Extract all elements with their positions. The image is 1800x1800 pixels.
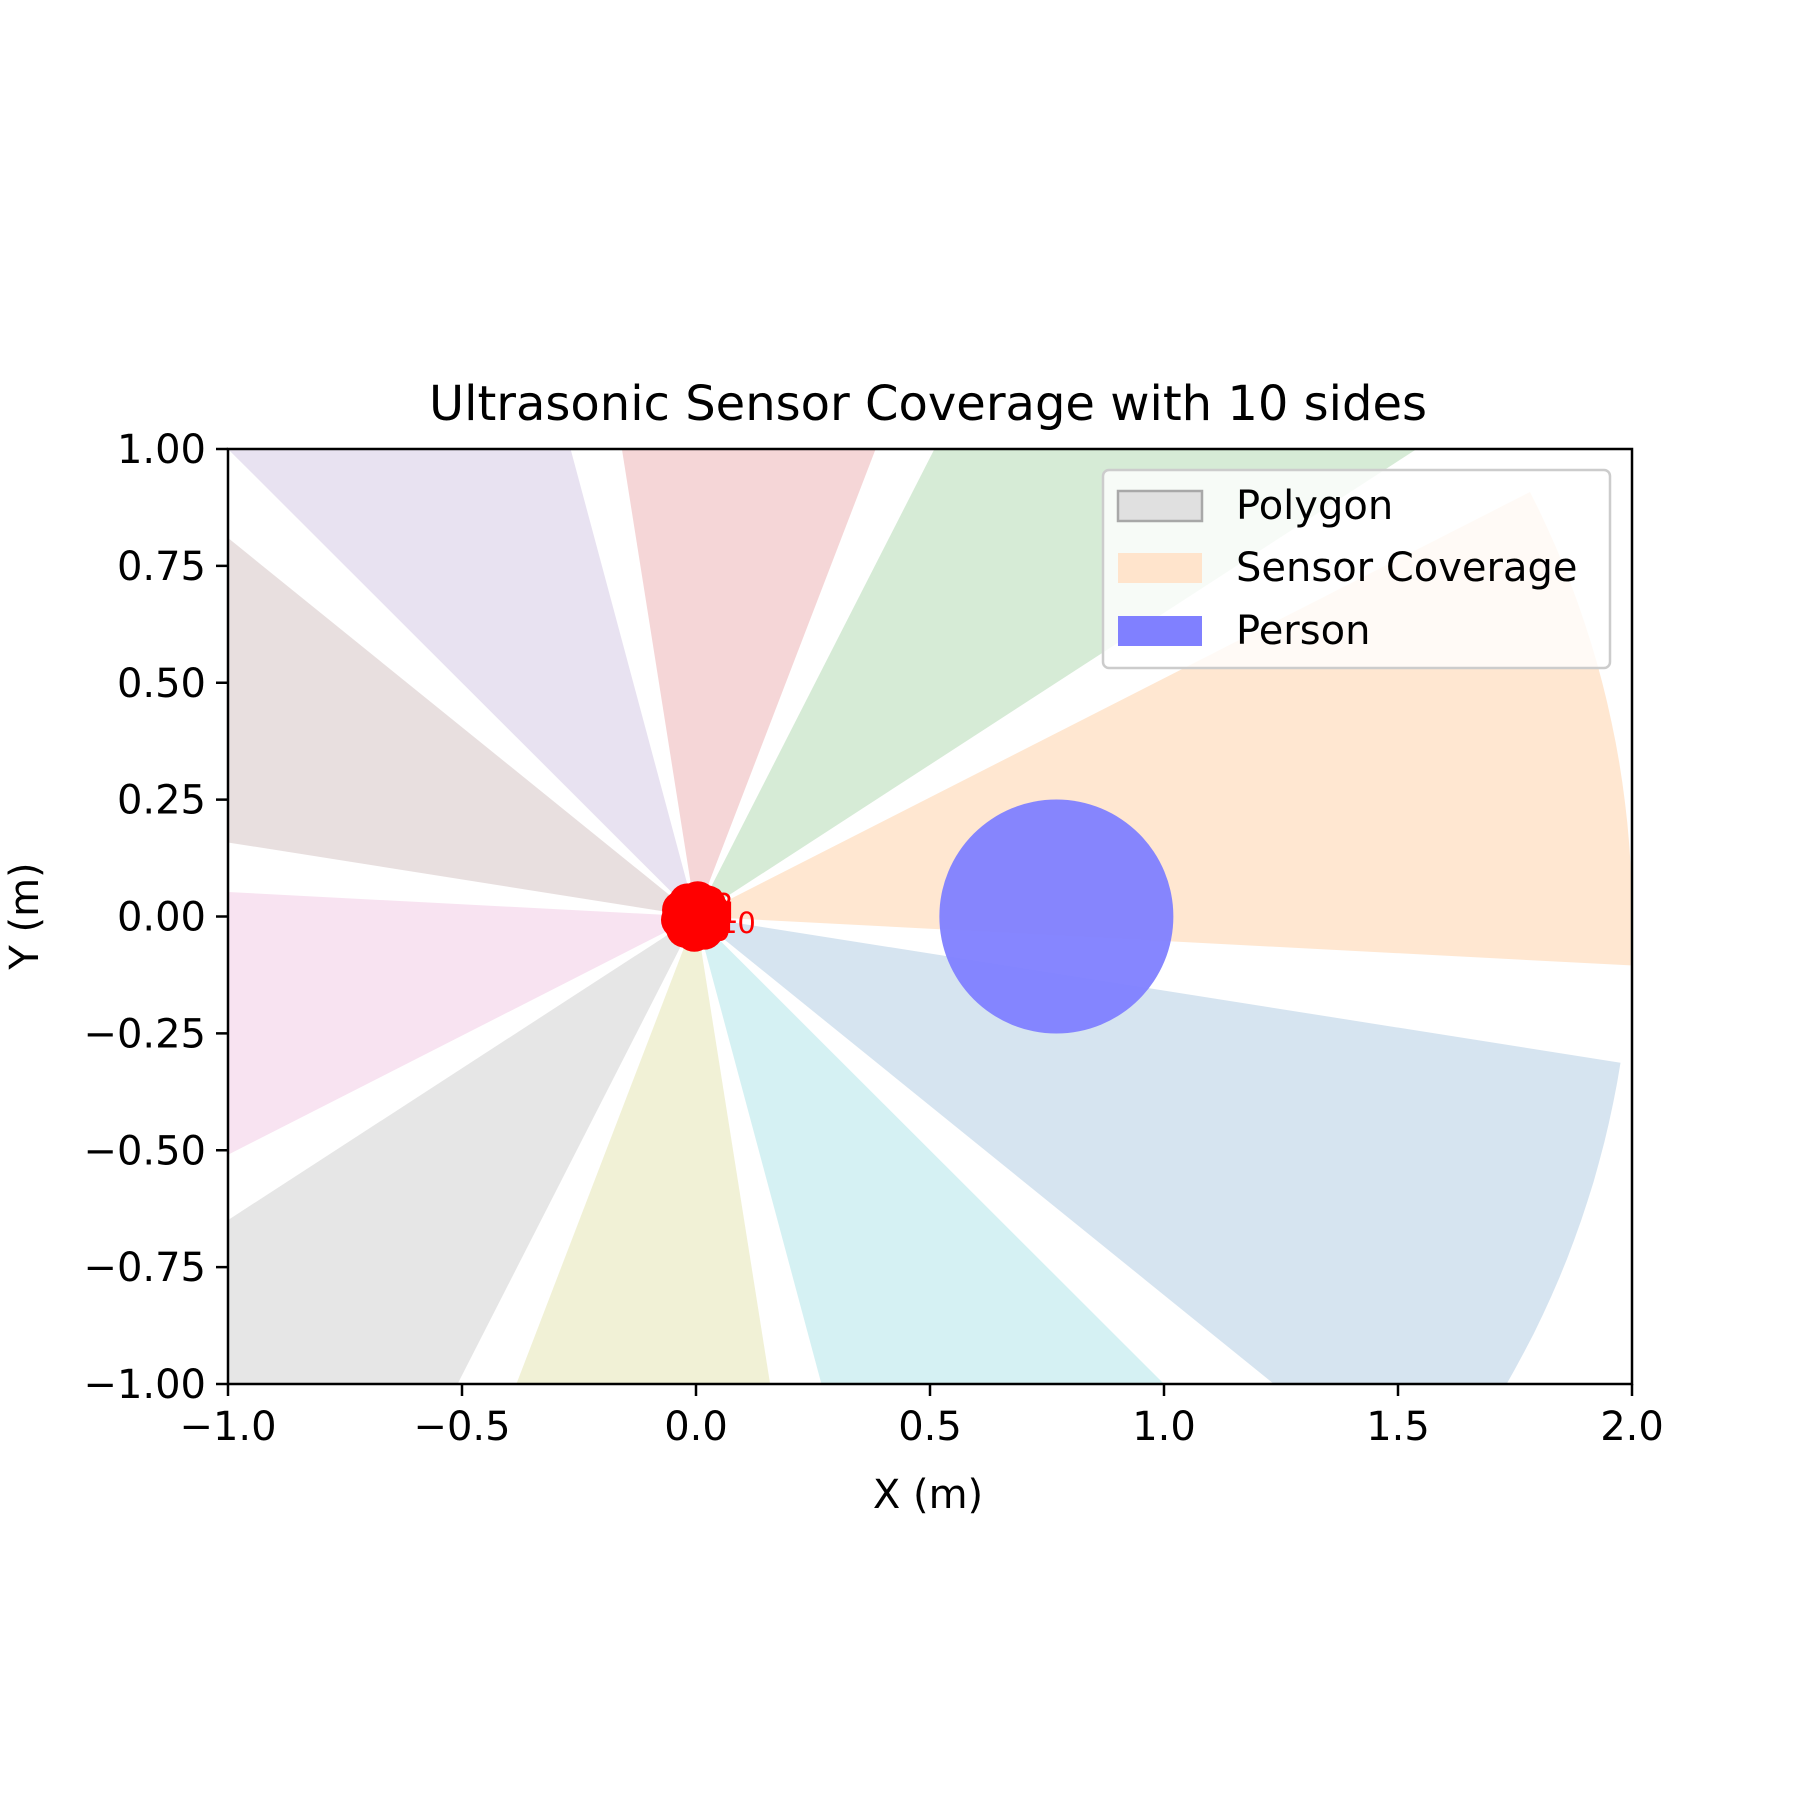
chart-title: Ultrasonic Sensor Coverage with 10 sides bbox=[429, 376, 1427, 432]
x-tick-label: −0.5 bbox=[413, 1404, 510, 1450]
x-tick-label: 1.5 bbox=[1366, 1404, 1430, 1450]
sensor-coverage-8 bbox=[516, 916, 771, 1384]
legend-swatch-sensor-coverage bbox=[1118, 553, 1202, 583]
x-axis: −1.0 −0.5 0.0 0.5 1.0 1.5 2.0 bbox=[179, 1384, 1664, 1450]
legend-label-polygon: Polygon bbox=[1236, 483, 1393, 529]
sensor-label-8: 8 bbox=[702, 916, 720, 950]
sensor-label-6: 6 bbox=[688, 903, 706, 937]
sensor-coverage-5 bbox=[228, 537, 696, 917]
sensor-label-4: 4 bbox=[696, 885, 714, 919]
y-tick-label: −0.50 bbox=[83, 1128, 206, 1174]
legend-label-person: Person bbox=[1236, 608, 1370, 654]
legend-frame bbox=[1101, 468, 1612, 670]
sensor-coverage-4 bbox=[228, 449, 696, 917]
sensor-label-1: 1 bbox=[720, 896, 738, 930]
y-tick-label: 0.50 bbox=[117, 661, 206, 707]
x-tick-label: 2.0 bbox=[1600, 1404, 1664, 1450]
y-tick-label: 1.00 bbox=[117, 427, 206, 473]
y-tick-label: −0.75 bbox=[83, 1245, 206, 1291]
sensor-label-9: 9 bbox=[712, 914, 730, 948]
y-tick-label: 0.25 bbox=[117, 778, 206, 824]
sensor-label-5: 5 bbox=[689, 893, 707, 927]
sensor-coverage-6 bbox=[228, 892, 696, 1155]
y-axis: 1.00 0.75 0.50 0.25 0.00 −0.25 −0.50 −0.75 −1.00 bbox=[83, 427, 228, 1408]
x-tick-label: 1.0 bbox=[1132, 1404, 1196, 1450]
legend-label-sensor-coverage: Sensor Coverage bbox=[1236, 545, 1577, 591]
legend-swatch-person bbox=[1118, 616, 1202, 646]
y-tick-label: −1.00 bbox=[83, 1362, 206, 1408]
y-axis-label: Y (m) bbox=[2, 862, 48, 970]
x-axis-label: X (m) bbox=[873, 1472, 983, 1518]
y-tick-label: 0.75 bbox=[117, 544, 206, 590]
sensor-coverage-10 bbox=[696, 916, 1621, 1384]
person-marker bbox=[939, 799, 1174, 1034]
y-tick-label: −0.25 bbox=[83, 1011, 206, 1057]
sensor-coverage-7 bbox=[228, 916, 696, 1384]
legend-swatch-polygon bbox=[1116, 489, 1204, 523]
sensor-label-3: 3 bbox=[706, 883, 724, 917]
y-tick-label: 0.00 bbox=[117, 895, 206, 941]
sensor-coverage-9 bbox=[696, 916, 1165, 1384]
sensor-label-7: 7 bbox=[693, 912, 711, 946]
sensor-label-10: 10 bbox=[719, 906, 756, 940]
x-tick-label: −1.0 bbox=[179, 1404, 276, 1450]
legend: Polygon Sensor Coverage Person bbox=[1101, 468, 1612, 670]
person-layer bbox=[939, 799, 1174, 1034]
x-tick-label: 0.0 bbox=[664, 1404, 728, 1450]
sensor-point-10 bbox=[691, 904, 730, 943]
sensor-label-2: 2 bbox=[715, 887, 733, 921]
x-tick-label: 0.5 bbox=[898, 1404, 962, 1450]
sensor-coverage-3 bbox=[621, 449, 876, 917]
